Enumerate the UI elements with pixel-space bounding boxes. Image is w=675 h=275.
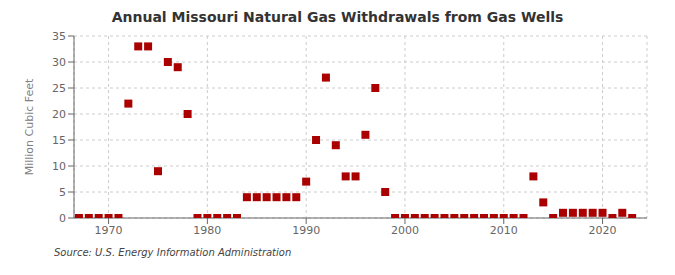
svg-text:1990: 1990 bbox=[292, 224, 320, 237]
svg-text:20: 20 bbox=[52, 108, 66, 121]
html-text:Annual Missouri Natural Gas Wi: Annual Missouri Natural Gas Withdrawals … bbox=[111, 9, 564, 25]
svg-text:2010: 2010 bbox=[490, 224, 518, 237]
html-text:Source: U.S. Energy Informatio: Source: U.S. Energy Information Administ… bbox=[54, 247, 292, 258]
svg-text:1980: 1980 bbox=[193, 224, 221, 237]
svg-text:30: 30 bbox=[52, 56, 66, 69]
svg-text:0: 0 bbox=[59, 212, 66, 225]
svg-text:25: 25 bbox=[52, 82, 66, 95]
svg-text:1970: 1970 bbox=[95, 224, 123, 237]
svg-text:5: 5 bbox=[59, 186, 66, 199]
svg-text:15: 15 bbox=[52, 134, 66, 147]
svg-text:2000: 2000 bbox=[391, 224, 419, 237]
svg-text:10: 10 bbox=[52, 160, 66, 173]
svg-text:2020: 2020 bbox=[589, 224, 617, 237]
svg-text:Million Cubic Feet: Million Cubic Feet bbox=[23, 78, 36, 175]
svg-text:35: 35 bbox=[52, 30, 66, 43]
